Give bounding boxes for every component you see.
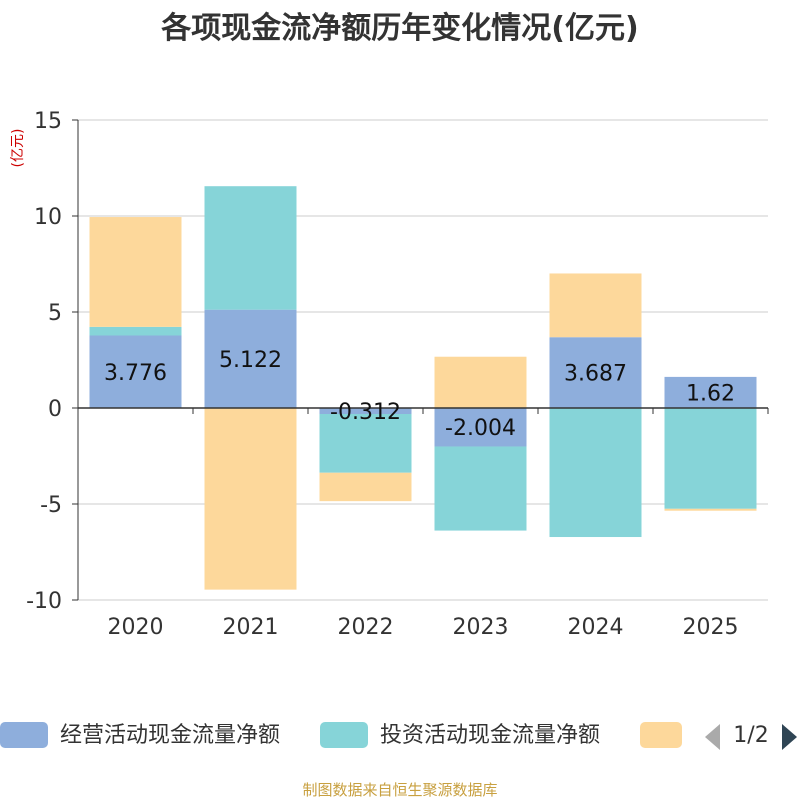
y-axis-unit-label: (亿元) [10, 129, 26, 168]
data-source-note: 制图数据来自恒生聚源数据库 [302, 781, 497, 799]
y-tick-label-10: 10 [34, 205, 62, 230]
bar-s0-2024 [549, 337, 642, 408]
x-tick-label-2021: 2021 [223, 615, 279, 640]
data-label-2024: 3.687 [564, 362, 627, 387]
bar-s0-2021 [204, 309, 297, 408]
legend-swatch-1 [320, 722, 368, 748]
legend-page-indicator: 1/2 [733, 723, 768, 748]
bar-s2-2021 [204, 408, 297, 590]
legend-item-2[interactable] [640, 722, 682, 748]
bar-s2-2023 [434, 356, 527, 408]
legend-item-1[interactable]: 投资活动现金流量净额 [320, 722, 600, 748]
legend-label-1: 投资活动现金流量净额 [380, 723, 600, 748]
bar-s1-2022 [319, 413, 412, 473]
legend-swatch-2 [640, 722, 682, 748]
data-label-2020: 3.776 [104, 361, 167, 386]
grid-lines [78, 119, 768, 601]
legend-label-0: 经营活动现金流量净额 [60, 723, 280, 748]
bar-s0-2020 [89, 335, 182, 408]
x-tick-label-2022: 2022 [338, 615, 394, 640]
legend-item-0[interactable]: 经营活动现金流量净额 [0, 722, 280, 748]
y-tick-label--5: -5 [40, 493, 62, 518]
bar-s1-2023 [434, 446, 527, 531]
y-tick-label-5: 5 [48, 301, 62, 326]
data-label-2025: 1.62 [686, 381, 735, 406]
chart-title: 各项现金流净额历年变化情况(亿元) [160, 11, 638, 46]
bar-s2-2020 [89, 217, 182, 327]
data-label-2022: -0.312 [330, 400, 401, 425]
bar-s1-2025 [664, 408, 757, 509]
y-tick-label-15: 15 [34, 109, 62, 134]
x-tick-label-2025: 2025 [683, 615, 739, 640]
bar-s0-2025 [664, 376, 757, 408]
bar-s1-2024 [549, 408, 642, 538]
y-tick-label--10: -10 [26, 589, 62, 614]
axes: -10 -5 0 5 10 15 2020 2021 2022 2023 2024 2025 [26, 109, 769, 640]
legend-prev-page-icon[interactable] [705, 724, 720, 750]
bar-s2-2024 [549, 273, 642, 338]
data-label-2021: 5.122 [219, 348, 282, 373]
x-tick-label-2023: 2023 [453, 615, 509, 640]
bar-s1-2021 [204, 186, 297, 310]
legend: 经营活动现金流量净额 投资活动现金流量净额 1/2 [0, 722, 797, 750]
bar-s1-2020 [89, 326, 182, 336]
bar-s2-2022 [319, 472, 412, 502]
legend-swatch-0 [0, 722, 48, 748]
x-tick-label-2020: 2020 [108, 615, 164, 640]
y-tick-label-0: 0 [48, 397, 62, 422]
bar-s2-2025 [664, 508, 757, 511]
bar-s0-2023 [434, 408, 527, 447]
data-label-2023: -2.004 [445, 416, 516, 441]
legend-next-page-icon[interactable] [782, 724, 797, 750]
data-labels: 3.776 5.122 -0.312 -2.004 3.687 1.62 [104, 348, 735, 441]
x-tick-label-2024: 2024 [568, 615, 624, 640]
bar-series [89, 186, 757, 590]
bar-s0-2022 [319, 408, 412, 414]
